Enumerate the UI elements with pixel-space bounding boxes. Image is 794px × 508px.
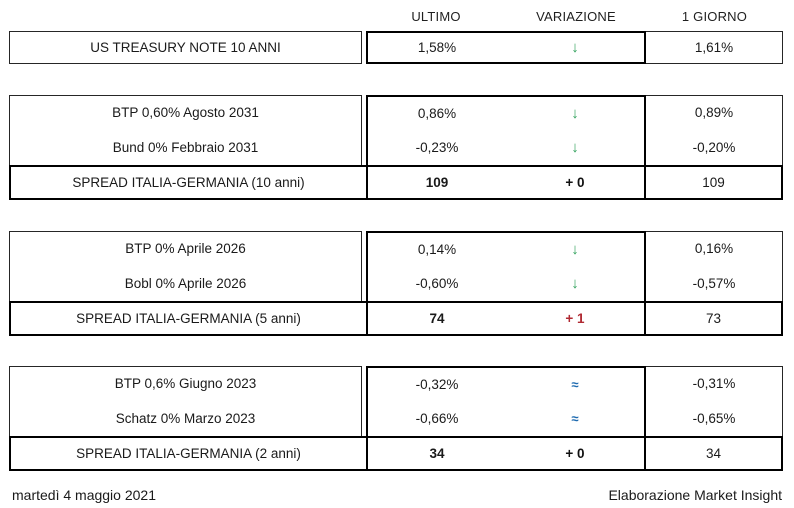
spread-change-value: + 0 — [565, 174, 585, 190]
giorno-value: -0,65% — [646, 401, 783, 436]
ultimo-value: 1,58% — [366, 31, 506, 64]
variazione-cell: ↓ — [506, 266, 646, 301]
instrument-label: Bobl 0% Aprile 2026 — [9, 266, 362, 301]
footer: martedì 4 maggio 2021 Elaborazione Marke… — [9, 487, 783, 503]
section-5-anni: BTP 0% Aprile 2026 0,14% ↓ 0,16% Bobl 0%… — [9, 231, 783, 336]
column-header-ultimo: ULTIMO — [366, 6, 506, 26]
instrument-label: US TREASURY NOTE 10 ANNI — [9, 31, 362, 64]
spread-ultimo-value: 109 — [366, 165, 506, 200]
giorno-value: -0,57% — [646, 266, 783, 301]
instrument-label: Bund 0% Febbraio 2031 — [9, 130, 362, 165]
instrument-label: BTP 0,6% Giugno 2023 — [9, 366, 362, 401]
spread-label: SPREAD ITALIA-GERMANIA (2 anni) — [9, 436, 366, 471]
column-header-1-giorno: 1 GIORNO — [646, 6, 783, 26]
giorno-value: 0,16% — [646, 231, 783, 266]
spread-change-value: + 1 — [565, 310, 585, 326]
section-gap — [9, 336, 783, 366]
source-credit: Elaborazione Market Insight — [608, 487, 782, 503]
instrument-label: BTP 0% Aprile 2026 — [9, 231, 362, 266]
giorno-value: -0,31% — [646, 366, 783, 401]
spacer — [362, 31, 366, 64]
section-us-treasury: US TREASURY NOTE 10 ANNI 1,58% ↓ 1,61% — [9, 31, 783, 64]
variazione-cell: ↓ — [506, 95, 646, 130]
header-spacer — [362, 6, 366, 26]
giorno-value: -0,20% — [646, 130, 783, 165]
report-date: martedì 4 maggio 2021 — [12, 487, 156, 503]
down-arrow-icon: ↓ — [571, 139, 579, 156]
spacer — [362, 95, 366, 130]
ultimo-value: -0,32% — [366, 366, 506, 401]
ultimo-value: -0,23% — [366, 130, 506, 165]
spacer — [362, 266, 366, 301]
ultimo-value: -0,66% — [366, 401, 506, 436]
variazione-cell: ↓ — [506, 231, 646, 266]
instrument-label: BTP 0,60% Agosto 2031 — [9, 95, 362, 130]
spacer — [362, 366, 366, 401]
approx-icon: ≈ — [571, 411, 579, 426]
spread-giorno-value: 73 — [646, 301, 783, 336]
section-gap — [9, 200, 783, 231]
header-spacer — [9, 6, 362, 26]
section-10-anni: BTP 0,60% Agosto 2031 0,86% ↓ 0,89% Bund… — [9, 95, 783, 200]
column-header-variazione: VARIAZIONE — [506, 6, 646, 26]
spacer — [362, 231, 366, 266]
instrument-label: Schatz 0% Marzo 2023 — [9, 401, 362, 436]
ultimo-value: 0,14% — [366, 231, 506, 266]
spread-variazione-cell: + 0 — [506, 436, 646, 471]
spread-change-value: + 0 — [565, 445, 585, 461]
variazione-cell: ↓ — [506, 31, 646, 64]
down-arrow-icon: ↓ — [571, 275, 579, 292]
variazione-cell: ≈ — [506, 401, 646, 436]
spread-ultimo-value: 34 — [366, 436, 506, 471]
section-gap — [9, 64, 783, 95]
ultimo-value: -0,60% — [366, 266, 506, 301]
spread-label: SPREAD ITALIA-GERMANIA (10 anni) — [9, 165, 366, 200]
spacer — [362, 130, 366, 165]
spread-giorno-value: 34 — [646, 436, 783, 471]
spread-giorno-value: 109 — [646, 165, 783, 200]
ultimo-value: 0,86% — [366, 95, 506, 130]
down-arrow-icon: ↓ — [571, 39, 579, 56]
column-headers: ULTIMO VARIAZIONE 1 GIORNO — [9, 6, 783, 26]
giorno-value: 1,61% — [646, 31, 783, 64]
down-arrow-icon: ↓ — [571, 105, 579, 122]
spread-label: SPREAD ITALIA-GERMANIA (5 anni) — [9, 301, 366, 336]
spacer — [362, 401, 366, 436]
section-2-anni: BTP 0,6% Giugno 2023 -0,32% ≈ -0,31% Sch… — [9, 366, 783, 471]
variazione-cell: ≈ — [506, 366, 646, 401]
giorno-value: 0,89% — [646, 95, 783, 130]
spread-ultimo-value: 74 — [366, 301, 506, 336]
spread-variazione-cell: + 0 — [506, 165, 646, 200]
approx-icon: ≈ — [571, 377, 579, 392]
spread-variazione-cell: + 1 — [506, 301, 646, 336]
down-arrow-icon: ↓ — [571, 241, 579, 258]
variazione-cell: ↓ — [506, 130, 646, 165]
